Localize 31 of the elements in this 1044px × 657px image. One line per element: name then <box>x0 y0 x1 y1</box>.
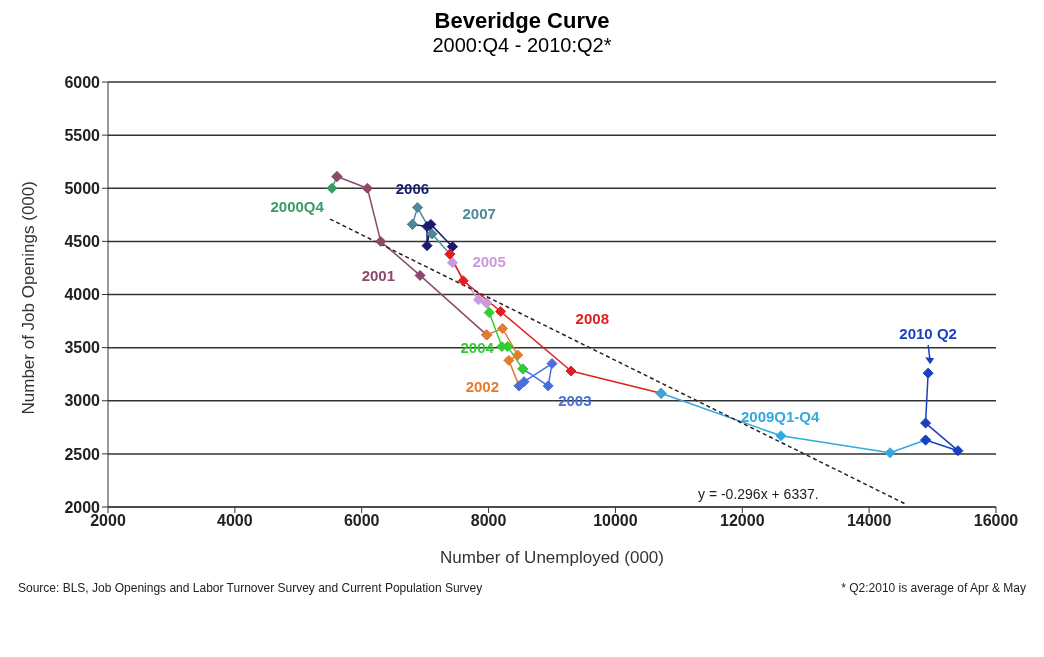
x-tick-label: 8000 <box>470 512 507 530</box>
text: * Q2:2010 is average of Apr & May <box>841 581 1026 595</box>
x-axis-title: Number of Unemployed (000) <box>440 548 664 567</box>
series-label: 2002 <box>465 377 500 395</box>
y-tick-label: 3500 <box>64 339 101 357</box>
source-note: Source: BLS, Job Openings and Labor Turnover Survey and Current Population Survey <box>18 581 483 595</box>
x-tick-label: 14000 <box>846 512 892 530</box>
series-label: 2007 <box>462 205 496 223</box>
series-label: 2009Q1-Q4 <box>740 407 821 425</box>
x-tick-label: 10000 <box>593 512 638 530</box>
chart-subtitle: 2000:Q4 - 2010:Q2* <box>431 34 613 57</box>
y-tick-label: 3000 <box>64 392 101 410</box>
y-tick-label: 2500 <box>64 445 101 463</box>
text: 2008 <box>575 309 609 327</box>
chart-title: Beveridge Curve <box>433 8 611 34</box>
series-label: 2005 <box>472 252 506 270</box>
x-tick-label: 2000 <box>90 512 126 530</box>
y-tick-label: 4000 <box>64 286 101 304</box>
annotation: y = -0.296x + 6337. <box>698 486 819 502</box>
y-tick-label: 6000 <box>64 73 101 91</box>
x-tick-label: 16000 <box>973 512 1019 530</box>
y-tick-label: 5000 <box>64 179 101 197</box>
x-tick-label: 4000 <box>217 512 253 530</box>
series-label: 2001 <box>361 267 396 285</box>
y-tick-label: 5500 <box>64 126 101 144</box>
y-axis-title: Number of Job Openings (000) <box>19 181 39 415</box>
x-tick-label: 6000 <box>343 512 380 530</box>
x-tick-label: 12000 <box>720 512 765 530</box>
y-tick-label: 4500 <box>64 233 101 251</box>
text: 2010 Q2 <box>899 325 957 343</box>
series-label: 2000Q4 <box>270 198 325 216</box>
